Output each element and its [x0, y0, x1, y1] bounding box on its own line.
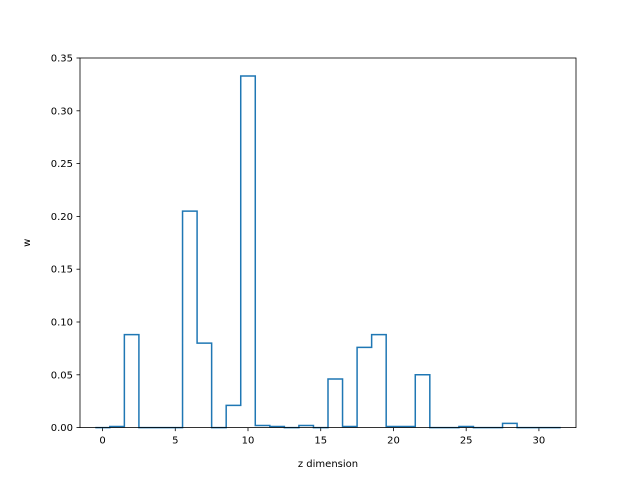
y-tick-label: 0.30	[51, 106, 73, 117]
axes-frame	[79, 57, 577, 429]
x-tick-label: 20	[387, 436, 400, 447]
y-tick-label: 0.20	[51, 212, 73, 223]
x-tick-label: 0	[99, 436, 105, 447]
y-tick-label: 0.00	[51, 423, 73, 434]
x-tick-label: 15	[314, 436, 327, 447]
y-tick-label: 0.10	[51, 318, 73, 329]
y-tick-label: 0.25	[51, 159, 73, 170]
x-axis-ticks: 0 5 10 15 20 25 30	[99, 427, 546, 447]
x-tick-label: 10	[242, 436, 255, 447]
y-axis-ticks: 0.00 0.05 0.10 0.15 0.20 0.25 0.30 0.35	[51, 54, 80, 434]
y-tick-label: 0.05	[51, 370, 73, 381]
y-tick-label: 0.15	[51, 265, 73, 276]
x-tick-label: 25	[460, 436, 473, 447]
y-axis-label: w	[22, 239, 33, 247]
x-axis-label: z dimension	[298, 459, 358, 470]
x-tick-label: 30	[533, 436, 546, 447]
x-tick-label: 5	[172, 436, 178, 447]
y-tick-label: 0.35	[51, 54, 73, 65]
